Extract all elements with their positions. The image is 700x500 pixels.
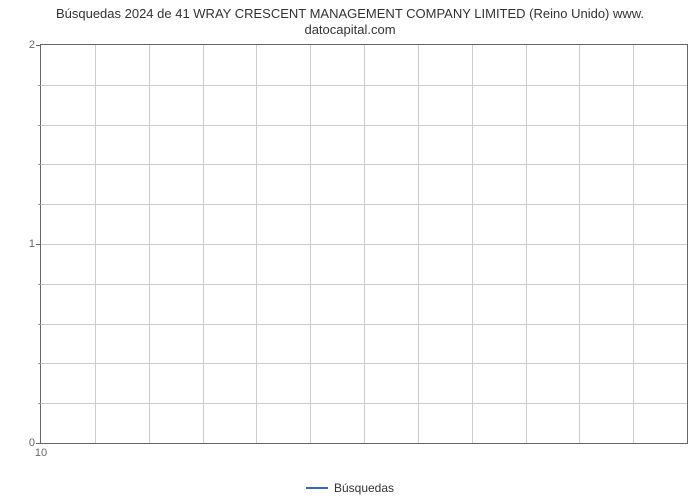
y-minor-tick-mark: [38, 204, 41, 205]
legend-swatch: [306, 487, 328, 489]
chart-title-line1: Búsquedas 2024 de 41 WRAY CRESCENT MANAG…: [0, 6, 700, 22]
y-minor-tick-mark: [38, 164, 41, 165]
y-minor-tick-mark: [38, 324, 41, 325]
chart-container: Búsquedas 2024 de 41 WRAY CRESCENT MANAG…: [0, 0, 700, 500]
y-tick-label: 2: [29, 39, 41, 51]
legend-label: Búsquedas: [334, 481, 394, 495]
chart-title-line2: datocapital.com: [0, 22, 700, 38]
y-minor-tick-mark: [38, 85, 41, 86]
legend-item: Búsquedas: [306, 481, 394, 495]
grid-line-horizontal: [41, 324, 687, 325]
y-minor-tick-mark: [38, 284, 41, 285]
grid-line-horizontal: [41, 125, 687, 126]
grid-line-horizontal: [41, 85, 687, 86]
grid-line-horizontal: [41, 363, 687, 364]
grid-line-horizontal: [41, 244, 687, 245]
grid-line-horizontal: [41, 204, 687, 205]
chart-title: Búsquedas 2024 de 41 WRAY CRESCENT MANAG…: [0, 6, 700, 39]
grid-line-horizontal: [41, 284, 687, 285]
y-tick-label: 1: [29, 238, 41, 250]
y-minor-tick-mark: [38, 363, 41, 364]
grid-line-horizontal: [41, 164, 687, 165]
y-minor-tick-mark: [38, 403, 41, 404]
x-tick-label: 10: [35, 443, 47, 459]
legend: Búsquedas: [0, 478, 700, 495]
y-minor-tick-mark: [38, 125, 41, 126]
plot-area: 01210: [40, 44, 688, 444]
grid-line-horizontal: [41, 403, 687, 404]
